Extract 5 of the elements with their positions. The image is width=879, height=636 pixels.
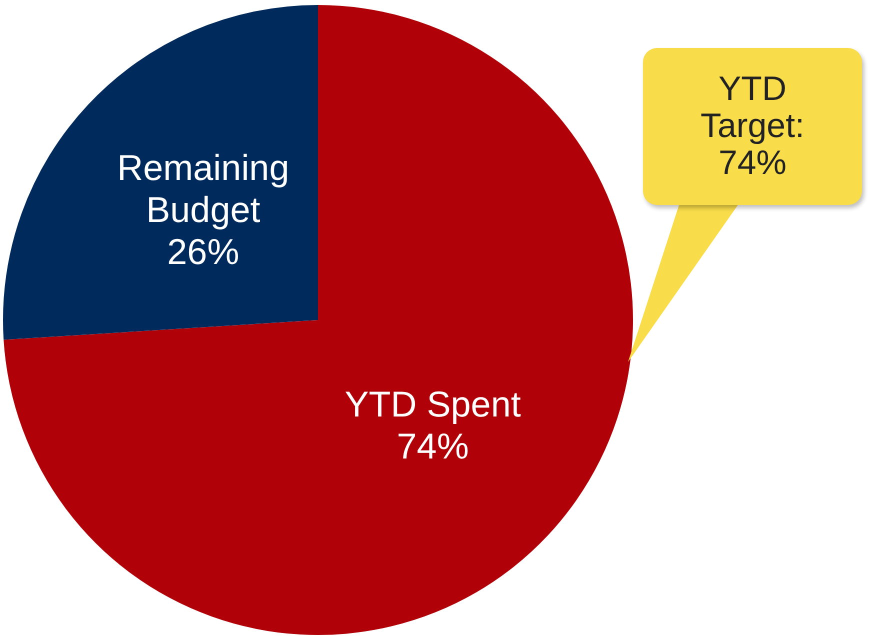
slice-label: Remaining Budget	[117, 147, 290, 230]
data-label: 74%	[396, 426, 469, 467]
text: YTD Target: 74%	[643, 48, 862, 205]
slice-label: YTD Spent	[344, 384, 521, 425]
data-label: 26%	[167, 231, 240, 272]
